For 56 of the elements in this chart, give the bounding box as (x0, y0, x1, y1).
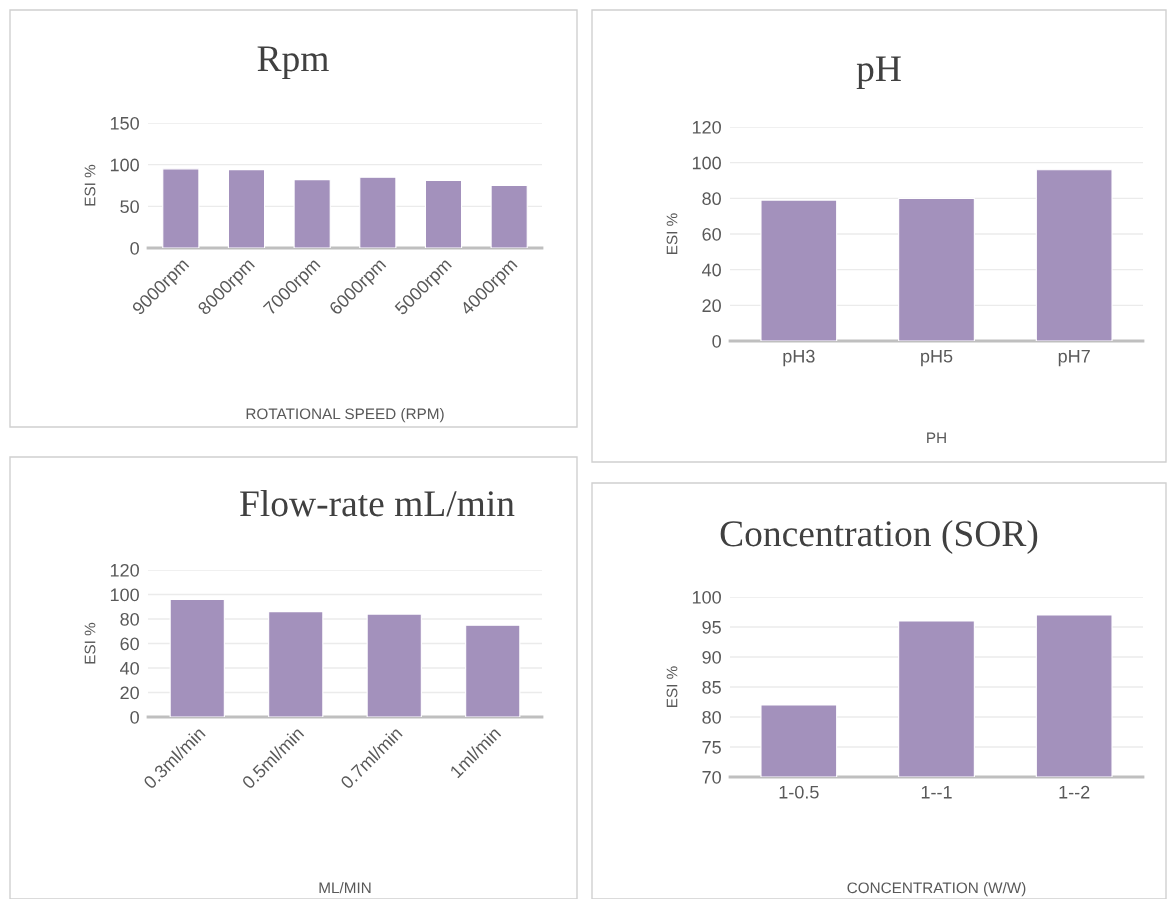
bar (268, 611, 324, 717)
chart-title: Flow-rate mL/min (240, 490, 515, 517)
y-tick-label: 95 (702, 620, 721, 634)
bar (169, 598, 225, 717)
x-tick-label: 1-0.5 (779, 785, 819, 799)
bar (359, 176, 397, 248)
chart-title: Rpm (257, 46, 329, 79)
y-tick-label: 80 (702, 710, 721, 724)
bar (424, 179, 463, 248)
y-tick-label: 20 (702, 299, 721, 313)
x-tick-label: pH7 (1058, 350, 1090, 367)
y-tick-label: 80 (120, 612, 139, 626)
bar (162, 168, 200, 248)
y-axis-title: ESI % (666, 213, 678, 254)
y-tick-label: 85 (702, 680, 721, 694)
y-tick-label: 20 (120, 686, 139, 700)
y-tick-label: 50 (120, 200, 139, 214)
y-tick-label: 0 (712, 334, 721, 348)
x-axis-title: ROTATIONAL SPEED (RPM) (246, 408, 444, 423)
chart-title: pH (856, 56, 901, 89)
bar (1035, 169, 1113, 341)
y-tick-label: 150 (110, 116, 139, 130)
x-axis-title: ML/MIN (319, 882, 371, 894)
y-axis-title: ESI % (84, 164, 96, 206)
x-tick-label: pH3 (783, 349, 815, 367)
y-tick-label: 100 (110, 158, 139, 172)
y-tick-label: 70 (702, 770, 721, 784)
bar (465, 624, 521, 717)
bar (760, 199, 838, 341)
bar (366, 613, 422, 717)
x-tick-label: 1--1 (921, 786, 952, 799)
y-tick-label: 120 (692, 120, 721, 134)
bar (293, 179, 331, 248)
y-tick-label: 40 (120, 661, 139, 675)
y-tick-label: 0 (130, 241, 139, 255)
x-tick-label: pH5 (921, 350, 953, 367)
y-tick-label: 60 (120, 637, 139, 651)
x-axis-title: CONCENTRATION (W/W) (847, 882, 1026, 897)
bar (490, 184, 528, 248)
x-tick-label: 1--2 (1059, 785, 1090, 799)
y-tick-label: 90 (702, 650, 721, 664)
x-axis-title: PH (927, 432, 946, 444)
chart-title: Concentration (SOR) (720, 520, 1038, 554)
y-tick-label: 75 (702, 741, 721, 754)
bar (898, 197, 975, 341)
y-tick-label: 100 (692, 590, 721, 604)
y-axis-title: ESI % (84, 622, 96, 664)
y-tick-label: 60 (702, 227, 721, 241)
y-tick-label: 80 (702, 192, 721, 206)
y-tick-label: 100 (110, 588, 139, 602)
y-tick-label: 100 (692, 156, 721, 170)
bar (227, 169, 266, 248)
y-tick-label: 40 (702, 263, 721, 277)
y-axis-title: ESI % (666, 666, 678, 707)
y-tick-label: 120 (110, 563, 139, 577)
y-tick-label: 0 (130, 710, 139, 724)
